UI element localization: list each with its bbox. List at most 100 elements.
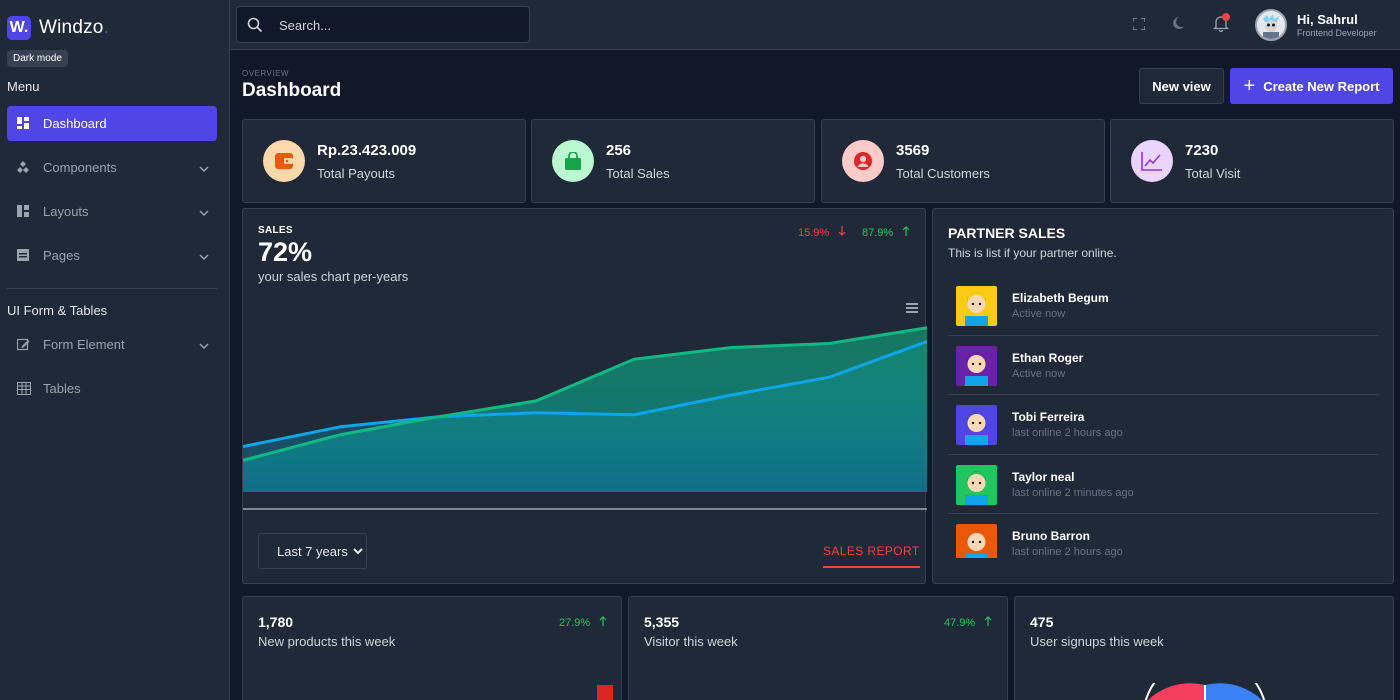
partner-subtitle: This is list if your partner online. [948,246,1117,260]
chart-menu-icon[interactable] [906,303,918,315]
sidebar-divider [7,288,217,289]
partner-row[interactable]: Ethan Roger Active now [948,336,1379,395]
table-icon [17,381,31,396]
change-up-value: 87.9% [862,227,894,239]
partner-sales-card: PARTNER SALES This is list if your partn… [932,208,1394,584]
avatar[interactable] [1255,9,1287,41]
sales-subtitle: your sales chart per-years [258,269,409,284]
sidebar-item-dashboard[interactable]: Dashboard [7,106,217,141]
sidebar-item-layouts[interactable]: Layouts [7,194,217,229]
partner-row[interactable]: Elizabeth Begum Active now [948,276,1379,336]
sidebar-item-tables[interactable]: Tables [7,371,217,406]
search-input[interactable] [279,16,519,34]
partner-status: Active now [1012,308,1066,320]
partner-status: last online 2 hours ago [1012,546,1123,558]
trend-icon [1131,140,1173,182]
partner-name: Tobi Ferreira [1012,410,1085,424]
sales-card: SALES 72% your sales chart per-years 15.… [242,208,927,584]
partner-name: Elizabeth Begum [1012,291,1109,305]
moon-icon[interactable] [1172,15,1188,36]
partner-avatar [956,464,997,505]
arrow-up-icon [902,226,910,239]
stat-label: Total Sales [606,166,670,181]
chevron-down-icon [199,162,209,177]
notification-dot [1222,13,1230,21]
create-report-button[interactable]: + Create New Report [1230,68,1393,104]
section-heading-forms: UI Form & Tables [7,303,108,318]
partner-row[interactable]: Taylor neal last online 2 minutes ago [948,455,1379,514]
puzzle-icon [17,160,31,175]
partner-avatar [956,345,997,386]
products-value: 1,780 [258,614,294,630]
grid-icon [17,116,31,131]
products-card: 1,780 New products this week 27.9% [242,596,622,700]
period-select[interactable]: Last 7 years [258,533,367,569]
partner-row[interactable]: Bruno Barron last online 2 hours ago [948,514,1379,558]
breadcrumb: OVERVIEW [242,69,289,78]
visitors-label: Visitor this week [644,634,738,649]
sidebar-item-label: Tables [43,381,81,396]
sales-label: SALES [258,225,293,236]
sales-percent: 72% [258,237,313,267]
products-change-value: 27.9% [559,617,591,629]
stat-card-visit: 7230 Total Visit [1110,119,1394,203]
arrow-up-icon [599,616,607,629]
sidebar-item-label: Layouts [43,204,89,219]
signups-label: User signups this week [1030,634,1164,649]
brand-name-text: Windzo [39,17,104,38]
partner-status: last online 2 hours ago [1012,427,1123,439]
chevron-down-icon [199,250,209,265]
search-icon [247,17,263,38]
change-down: 15.9% [798,226,846,239]
partner-status: Active now [1012,367,1066,380]
stat-card-payouts: Rp.23.423.009 Total Payouts [242,119,526,203]
topbar [230,0,1400,50]
stat-value: 7230 [1185,142,1219,159]
stat-value: 3569 [896,142,930,159]
series-area-1 [243,327,927,492]
plus-icon: + [1243,75,1256,97]
stat-label: Total Payouts [317,166,396,181]
series-line-0 [243,340,927,448]
sidebar-item-label: Pages [43,248,80,263]
visitors-change: 47.9% [944,616,992,629]
brand-dot: . [103,17,110,38]
sidebar-item-components[interactable]: Components [7,150,217,185]
visitors-card: 5,355 Visitor this week 47.9% [628,596,1008,700]
fullscreen-icon[interactable] [1132,17,1146,35]
chevron-down-icon [199,339,209,354]
sidebar-item-label: Form Element [43,337,125,352]
page-title: Dashboard [242,80,342,101]
arrow-down-icon [838,226,846,239]
chevron-down-icon [199,206,209,221]
search-box[interactable] [236,6,530,43]
edit-icon [17,338,31,352]
stat-value: Rp.23.423.009 [317,142,417,159]
partner-row[interactable]: Tobi Ferreira last online 2 hours ago [948,395,1379,455]
stat-card-sales: 256 Total Sales [531,119,815,203]
series-line-1 [243,326,927,462]
visitors-change-value: 47.9% [944,617,976,629]
change-down-value: 15.9% [798,227,830,239]
new-view-button[interactable]: New view [1139,68,1224,104]
partner-avatar [956,405,997,445]
partner-title: PARTNER SALES [948,225,1066,241]
stat-value: 256 [606,142,632,159]
sidebar-item-form-element[interactable]: Form Element [7,327,217,362]
sidebar-item-pages[interactable]: Pages [7,238,217,273]
pages-icon [17,248,31,263]
stat-label: Total Customers [896,166,990,181]
brand-logo: W. [7,16,31,40]
layout-icon [17,204,31,219]
change-up: 87.9% [862,226,910,239]
signups-card: 475 User signups this week [1014,596,1394,700]
brand[interactable]: W. Windzo. [7,16,109,40]
user-greeting: Hi, Sahrul [1297,12,1358,27]
brand-name: Windzo. [39,17,109,39]
sales-report-link[interactable]: SALES REPORT [823,544,920,568]
sidebar: W. Windzo. Dark mode Menu Dashboard Comp… [0,0,230,700]
user-role: Frontend Developer [1297,28,1377,38]
partner-list: Elizabeth Begum Active now Ethan Roger Acti… [948,276,1379,558]
menu-heading: Menu [7,79,40,94]
products-change: 27.9% [559,616,607,629]
